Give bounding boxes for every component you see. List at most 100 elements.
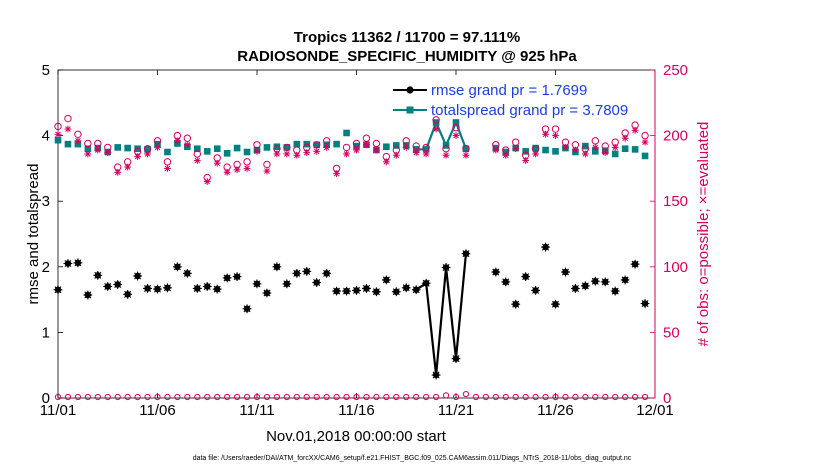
rmse-point <box>292 268 302 278</box>
obs-bottom-point <box>452 393 460 401</box>
obs-bottom-point <box>433 393 440 401</box>
obs-evaluated-point <box>183 141 191 149</box>
totalspread-point <box>333 140 340 148</box>
obs-bottom-point <box>592 393 599 401</box>
rmse-point <box>202 282 212 291</box>
obs-evaluated-point <box>313 147 321 155</box>
obs-evaluated-point <box>114 168 122 176</box>
rmse-point <box>302 266 312 276</box>
obs-evaluated-point <box>462 151 470 159</box>
rmse-point <box>192 284 202 293</box>
obs-bottom-point <box>303 393 310 401</box>
rmse-point <box>73 258 83 268</box>
chart-title: Tropics 11362 / 11700 = 97.111% <box>294 29 520 46</box>
x-tick-label: 11/11 <box>239 402 274 419</box>
obs-evaluated-point <box>432 125 440 133</box>
totalspread-point <box>194 145 201 153</box>
totalspread-point <box>452 119 460 126</box>
y-right-tick-label: 150 <box>663 193 688 210</box>
rmse-point <box>113 280 123 289</box>
obs-evaluated-point <box>154 144 161 151</box>
rmse-point <box>561 267 570 277</box>
rmse-point <box>342 286 351 296</box>
obs-evaluated-point <box>54 130 62 138</box>
obs-bottom-point <box>243 393 251 401</box>
obs-evaluated-point <box>621 134 629 142</box>
rmse-point <box>173 262 182 272</box>
rmse-point <box>501 277 511 287</box>
obs-bottom-point <box>353 393 360 401</box>
obs-evaluated-point <box>522 157 530 164</box>
rmse-point <box>551 299 560 309</box>
y-right-tick-label: 0 <box>663 390 671 407</box>
legend-rmse-text: rmse grand pr = 1.7699 <box>431 82 587 99</box>
obs-bottom-point <box>552 393 559 401</box>
obs-bottom-point <box>293 393 300 401</box>
rmse-point <box>332 286 341 296</box>
obs-bottom-point <box>333 393 340 401</box>
obs-evaluated-point <box>591 144 599 151</box>
obs-bottom-point <box>64 393 72 401</box>
totalspread-point <box>641 152 649 160</box>
obs-evaluated-point <box>552 132 559 139</box>
rmse-point <box>571 284 580 293</box>
obs-bottom-point <box>632 393 639 401</box>
rmse-point <box>610 286 620 296</box>
rmse-point <box>252 279 262 289</box>
obs-possible-point <box>452 124 460 132</box>
rmse-point <box>212 284 222 294</box>
obs-evaluated-point <box>343 150 350 158</box>
obs-bottom-point <box>84 393 91 401</box>
obs-evaluated-point <box>363 141 370 149</box>
obs-bottom-point <box>363 393 370 401</box>
obs-bottom-point <box>323 393 330 401</box>
legend-rmse-marker <box>406 86 414 94</box>
totalspread-point <box>293 140 301 148</box>
obs-bottom-point <box>224 393 231 401</box>
rmse-point <box>232 272 242 282</box>
obs-evaluated-point <box>611 144 619 151</box>
obs-bottom-point <box>214 393 221 401</box>
obs-possible-point <box>54 122 62 131</box>
obs-possible-point <box>84 139 92 148</box>
x-tick-label: 11/01 <box>40 402 76 419</box>
legend: rmse grand pr = 1.7699 totalspread grand… <box>393 82 628 119</box>
totalspread-point <box>263 144 271 151</box>
rmse-point <box>322 268 332 278</box>
obs-evaluated-point <box>94 146 102 154</box>
obs-evaluated-point <box>382 158 390 166</box>
obs-evaluated-point <box>442 151 450 159</box>
totalspread-point <box>532 144 539 152</box>
totalspread-point <box>432 119 440 126</box>
totalspread-point <box>383 143 390 151</box>
obs-bottom-point <box>602 393 609 401</box>
totalspread-point <box>592 148 599 155</box>
rmse-point <box>630 259 640 269</box>
obs-bottom-point <box>313 393 320 401</box>
obs-evaluated-point <box>572 146 579 154</box>
obs-bottom-point <box>124 393 131 401</box>
obs-bottom-point <box>283 393 290 401</box>
y-left-tick-label: 3 <box>42 193 50 210</box>
obs-evaluated-point <box>293 151 301 159</box>
totalspread-point <box>203 148 211 155</box>
obs-bottom-point <box>532 393 539 401</box>
obs-bottom-point <box>154 393 161 401</box>
obs-evaluated-point <box>144 150 151 158</box>
rmse-point <box>63 259 73 268</box>
x-tick-label: 11/16 <box>338 402 374 419</box>
rmse-point <box>431 370 441 380</box>
obs-evaluated-point <box>323 144 331 151</box>
obs-evaluated-point <box>104 149 112 157</box>
rmse-point <box>362 284 371 293</box>
totalspread-point <box>233 144 241 152</box>
totalspread-point <box>313 141 320 149</box>
totalspread-point <box>462 145 470 153</box>
rmse-point <box>103 282 113 291</box>
obs-bottom-point <box>612 393 619 401</box>
obs-evaluated-point <box>193 157 201 164</box>
obs-possible-point <box>432 116 440 124</box>
rmse-point <box>421 278 431 288</box>
obs-evaluated-point <box>263 167 271 175</box>
obs-evaluated-point <box>581 150 589 158</box>
